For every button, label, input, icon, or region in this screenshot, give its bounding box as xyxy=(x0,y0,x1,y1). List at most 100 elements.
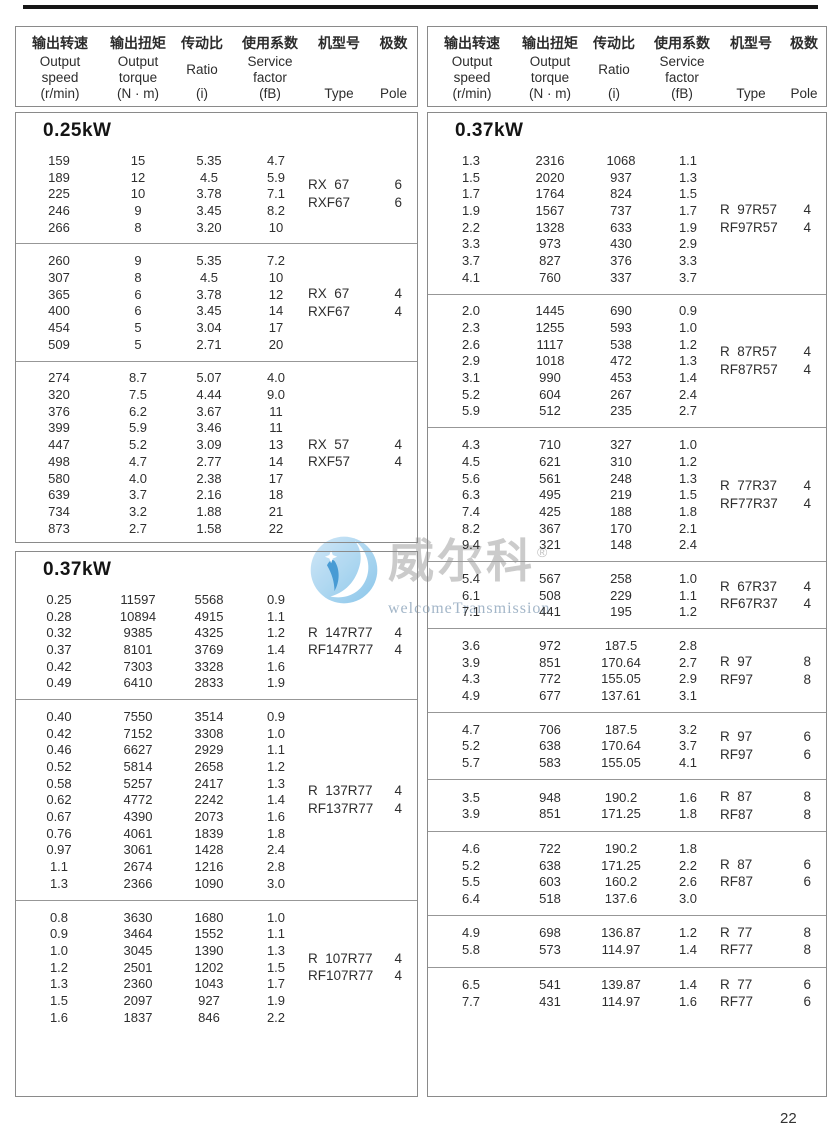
speed-value: 3.7 xyxy=(461,252,481,268)
service-factor-value: 1.8 xyxy=(678,503,698,519)
speed-value: 4.3 xyxy=(461,437,481,453)
header-label-cn: 输出扭矩 xyxy=(110,35,166,51)
data-row: 320 7.5 4.44 9.0 xyxy=(16,386,308,403)
ratio-value: 633 xyxy=(610,219,632,235)
ratio-value: 235 xyxy=(610,403,632,419)
data-row: 4.3 710 327 1.0 xyxy=(428,436,720,453)
service-factor-value: 1.0 xyxy=(678,570,698,586)
service-factor-value: 7.2 xyxy=(266,253,286,269)
ratio-value: 3328 xyxy=(194,658,224,674)
service-factor-value: 1.2 xyxy=(678,925,698,941)
data-row: 0.40 7550 3514 0.9 xyxy=(16,708,308,725)
data-row: 0.67 4390 2073 1.6 xyxy=(16,808,308,825)
torque-value: 1567 xyxy=(535,202,565,218)
speed-value: 159 xyxy=(48,152,70,168)
ratio-value: 1.58 xyxy=(196,520,222,536)
type-name: RF87 xyxy=(720,874,754,890)
ratio-value: 137.6 xyxy=(604,890,638,906)
speed-value: 4.9 xyxy=(461,688,481,704)
gear-block: 274 8.7 5.07 4.0 320 7.5 4.44 9.0 376 6.2 3.67 11 39… xyxy=(16,360,417,542)
speed-value: 2.2 xyxy=(461,219,481,235)
torque-value: 12 xyxy=(130,169,146,185)
speed-value: 7.4 xyxy=(461,503,481,519)
header-cell: 输出转速 Output speed (r/min) xyxy=(16,27,104,106)
speed-value: 0.46 xyxy=(46,742,72,758)
data-row: 2.2 1328 633 1.9 xyxy=(428,219,720,236)
pole-value: 4 xyxy=(394,436,402,452)
data-row: 4.5 621 310 1.2 xyxy=(428,453,720,470)
torque-value: 6627 xyxy=(123,742,153,758)
data-row: 3.9 851 171.25 1.8 xyxy=(428,806,720,823)
type-line: R 87 8 xyxy=(720,788,811,806)
ratio-value: 538 xyxy=(610,336,632,352)
pole-value: 4 xyxy=(394,303,402,319)
header-label-cn: 极数 xyxy=(379,35,408,51)
data-row: 0.25 11597 5568 0.9 xyxy=(16,591,308,608)
torque-value: 760 xyxy=(539,269,561,285)
header-label-cn: 机型号 xyxy=(318,35,360,51)
data-row: 0.62 4772 2242 1.4 xyxy=(16,792,308,809)
service-factor-value: 1.0 xyxy=(266,909,286,925)
service-factor-value: 13 xyxy=(268,437,284,453)
type-line: R 147R77 4 xyxy=(308,624,402,642)
data-rows: 4.9 698 136.87 1.2 5.8 573 114.97 1.4 xyxy=(428,925,720,958)
torque-value: 3464 xyxy=(123,926,153,942)
top-rule xyxy=(23,5,818,9)
gear-block: 1.3 2316 1068 1.1 1.5 2020 937 1.3 1.7 1764 824 1.5… xyxy=(428,144,826,294)
speed-value: 2.9 xyxy=(461,353,481,369)
type-line: R 87 6 xyxy=(720,856,811,874)
type-line: RF107R77 4 xyxy=(308,967,402,985)
ratio-value: 4.5 xyxy=(199,169,219,185)
service-factor-value: 12 xyxy=(268,286,284,302)
service-factor-value: 17 xyxy=(268,320,284,336)
data-row: 1.6 1837 846 2.2 xyxy=(16,1009,308,1026)
speed-value: 3.6 xyxy=(461,638,481,654)
ratio-value: 3308 xyxy=(194,725,224,741)
speed-value: 225 xyxy=(48,186,70,202)
ratio-value: 2.16 xyxy=(196,487,222,503)
data-row: 454 5 3.04 17 xyxy=(16,319,308,336)
header-unit: (i) xyxy=(608,86,620,101)
speed-value: 5.5 xyxy=(461,874,481,890)
speed-value: 6.3 xyxy=(461,487,481,503)
speed-value: 399 xyxy=(48,420,70,436)
speed-value: 0.32 xyxy=(46,625,72,641)
service-factor-value: 1.6 xyxy=(678,789,698,805)
type-line: RXF67 6 xyxy=(308,194,402,212)
ratio-value: 170 xyxy=(610,520,632,536)
data-row: 6.1 508 229 1.1 xyxy=(428,587,720,604)
data-row: 3.9 851 170.64 2.7 xyxy=(428,654,720,671)
pole-value: 6 xyxy=(803,874,811,890)
header-label-cn: 传动比 xyxy=(593,35,635,51)
torque-value: 2020 xyxy=(535,169,565,185)
type-line: R 87R57 4 xyxy=(720,343,811,361)
service-factor-value: 1.5 xyxy=(266,959,286,975)
data-row: 4.9 698 136.87 1.2 xyxy=(428,925,720,942)
ratio-value: 690 xyxy=(610,303,632,319)
ratio-value: 155.05 xyxy=(601,671,641,687)
service-factor-value: 1.2 xyxy=(678,604,698,620)
ratio-value: 4325 xyxy=(194,625,224,641)
speed-value: 0.62 xyxy=(46,792,72,808)
torque-value: 4061 xyxy=(123,825,153,841)
ratio-value: 2833 xyxy=(194,675,224,691)
service-factor-value: 1.3 xyxy=(678,353,698,369)
torque-value: 431 xyxy=(539,994,561,1010)
pole-value: 4 xyxy=(394,968,402,984)
speed-value: 447 xyxy=(48,437,70,453)
data-row: 5.6 561 248 1.3 xyxy=(428,470,720,487)
service-factor-value: 1.3 xyxy=(266,942,286,958)
type-line: RXF57 4 xyxy=(308,453,402,471)
pole-value: 8 xyxy=(803,789,811,804)
gear-block: 5.4 567 258 1.0 6.1 508 229 1.1 7.1 441 195 1.2 R 67… xyxy=(428,561,826,628)
header-label-cn: 输出转速 xyxy=(444,35,500,51)
service-factor-value: 2.7 xyxy=(678,403,698,419)
speed-value: 4.1 xyxy=(461,269,481,285)
service-factor-value: 2.8 xyxy=(266,859,286,875)
service-factor-value: 2.4 xyxy=(678,386,698,402)
torque-value: 7303 xyxy=(123,658,153,674)
torque-value: 5 xyxy=(134,336,142,352)
header-unit: (r/min) xyxy=(452,86,492,101)
ratio-value: 219 xyxy=(610,487,632,503)
pole-value: 4 xyxy=(803,361,811,377)
